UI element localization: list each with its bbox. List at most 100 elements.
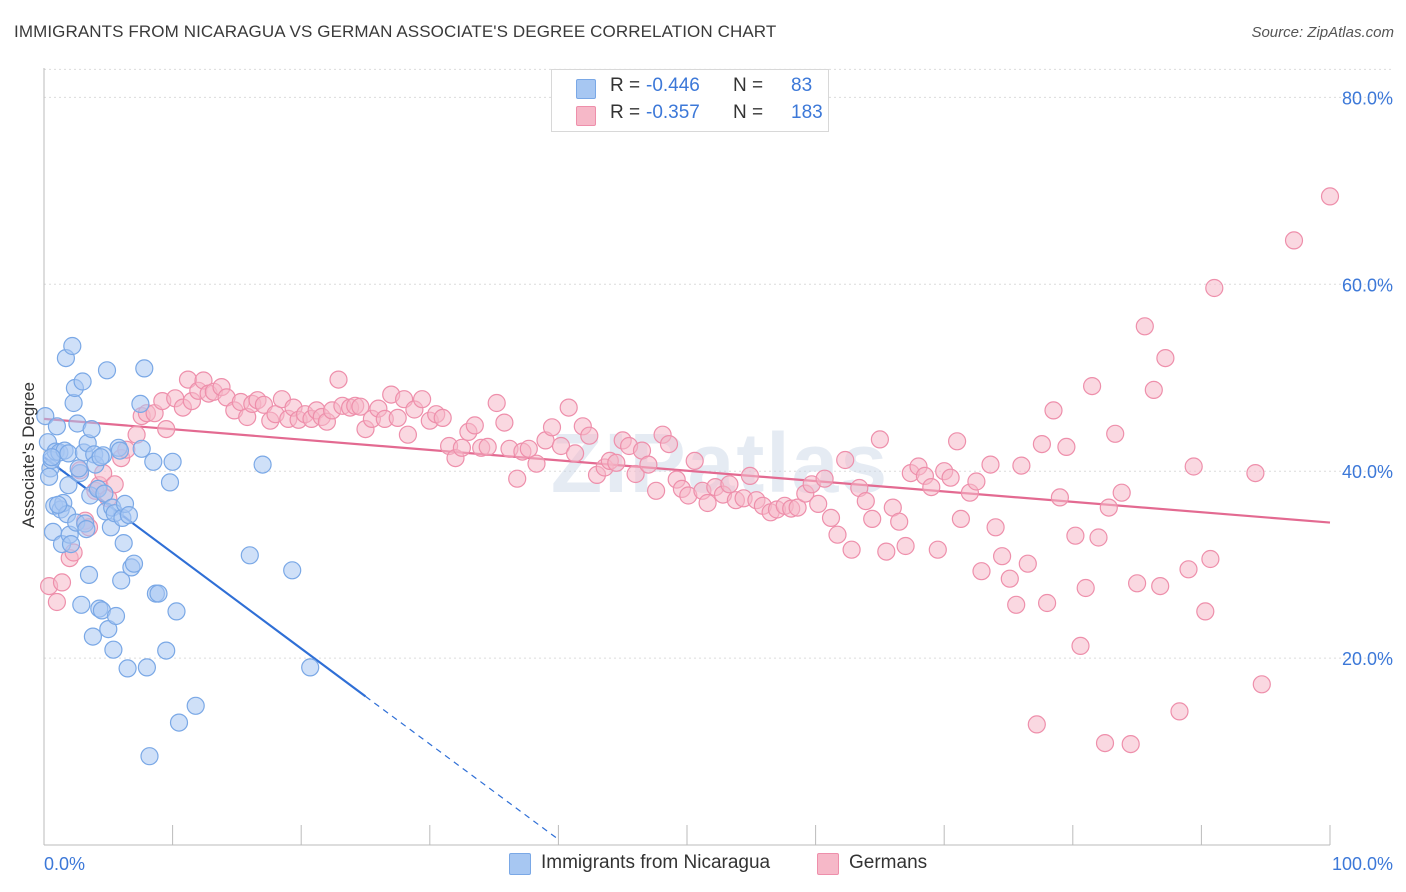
point-germans xyxy=(1076,578,1095,598)
point-germans xyxy=(896,536,915,556)
point-germans xyxy=(1050,488,1070,507)
point-germans xyxy=(698,493,717,513)
point-nicaragua xyxy=(186,696,205,715)
point-germans xyxy=(1184,457,1203,476)
point-germans xyxy=(951,509,971,529)
point-germans xyxy=(1057,437,1076,456)
point-germans xyxy=(607,453,626,472)
point-germans xyxy=(1246,464,1265,483)
point-germans xyxy=(947,432,967,451)
legend-r-value: -0.357 xyxy=(646,102,700,123)
point-nicaragua xyxy=(59,476,78,495)
point-germans xyxy=(981,455,1000,474)
point-nicaragua xyxy=(47,417,67,436)
point-germans xyxy=(495,413,514,432)
point-germans xyxy=(1144,380,1163,399)
point-nicaragua xyxy=(73,372,92,391)
point-nicaragua xyxy=(140,747,159,766)
y-tick-label: 20.0% xyxy=(1342,649,1393,669)
point-nicaragua xyxy=(77,519,96,539)
point-germans xyxy=(1127,574,1147,593)
x-tick-label: 100.0% xyxy=(1332,854,1393,874)
point-germans xyxy=(967,472,986,491)
point-germans xyxy=(351,397,370,416)
legend-label-germans: Germans xyxy=(849,852,928,873)
point-nicaragua xyxy=(135,359,154,378)
point-germans xyxy=(1071,636,1090,656)
legend-swatch-nicaragua xyxy=(576,79,596,99)
point-nicaragua xyxy=(163,452,182,471)
point-germans xyxy=(1205,278,1224,298)
point-germans xyxy=(856,492,875,511)
point-germans xyxy=(1135,317,1154,336)
point-germans xyxy=(863,509,882,529)
point-germans xyxy=(1037,593,1057,613)
y-tick-label: 60.0% xyxy=(1342,275,1393,295)
y-tick-label: 80.0% xyxy=(1342,88,1393,108)
point-germans xyxy=(788,498,807,517)
point-germans xyxy=(542,418,562,437)
point-germans xyxy=(452,438,471,457)
point-nicaragua xyxy=(112,571,131,590)
legend-r-label: R = xyxy=(610,75,641,96)
point-germans xyxy=(1018,554,1037,573)
point-germans xyxy=(941,468,960,487)
legend-r-value: -0.446 xyxy=(646,75,700,96)
point-nicaragua xyxy=(110,441,130,460)
point-germans xyxy=(465,416,484,435)
point-germans xyxy=(1156,349,1175,368)
point-nicaragua xyxy=(64,393,83,413)
point-germans xyxy=(52,573,72,592)
point-nicaragua xyxy=(124,554,144,573)
point-germans xyxy=(1151,576,1170,596)
point-nicaragua xyxy=(83,627,103,646)
point-germans xyxy=(565,444,585,463)
legend-swatch-nicaragua xyxy=(509,853,531,875)
point-germans xyxy=(413,390,432,409)
point-germans xyxy=(1196,602,1215,621)
point-germans xyxy=(580,426,599,445)
point-germans xyxy=(1170,702,1189,721)
point-nicaragua xyxy=(144,452,163,471)
legend-swatch-germans xyxy=(817,853,839,875)
point-nicaragua xyxy=(97,361,117,380)
point-nicaragua xyxy=(39,467,59,486)
x-tick-label: 0.0% xyxy=(44,854,85,874)
point-nicaragua xyxy=(36,407,55,426)
point-nicaragua xyxy=(59,444,78,463)
point-nicaragua xyxy=(95,484,114,503)
point-germans xyxy=(1012,456,1031,475)
legend-n-label: N = xyxy=(733,75,764,96)
legend-n-value: 183 xyxy=(791,102,823,123)
chart-title: IMMIGRANTS FROM NICARAGUA VS GERMAN ASSO… xyxy=(14,22,777,41)
point-nicaragua xyxy=(42,448,61,467)
point-germans xyxy=(433,408,452,427)
point-germans xyxy=(388,408,407,427)
point-nicaragua xyxy=(114,533,133,553)
point-germans xyxy=(1099,498,1118,517)
point-germans xyxy=(972,562,991,581)
point-germans xyxy=(740,466,760,485)
point-germans xyxy=(551,436,571,456)
point-germans xyxy=(986,518,1005,537)
point-germans xyxy=(626,464,645,484)
point-germans xyxy=(519,439,538,458)
point-nicaragua xyxy=(82,420,101,439)
scatter-points xyxy=(36,187,1340,766)
point-germans xyxy=(870,430,890,449)
point-germans xyxy=(890,512,909,531)
point-germans xyxy=(398,425,417,444)
point-germans xyxy=(527,454,546,473)
point-nicaragua xyxy=(104,640,123,659)
point-germans xyxy=(828,525,847,544)
point-germans xyxy=(815,469,834,488)
point-nicaragua xyxy=(69,459,88,478)
legend-r-label: R = xyxy=(610,102,641,123)
point-germans xyxy=(1027,715,1046,734)
point-germans xyxy=(992,547,1012,566)
legend-n-value: 83 xyxy=(791,75,813,96)
point-germans xyxy=(922,478,941,497)
legend-label-nicaragua: Immigrants from Nicaragua xyxy=(541,852,771,873)
point-nicaragua xyxy=(240,546,259,565)
point-nicaragua xyxy=(48,495,68,514)
